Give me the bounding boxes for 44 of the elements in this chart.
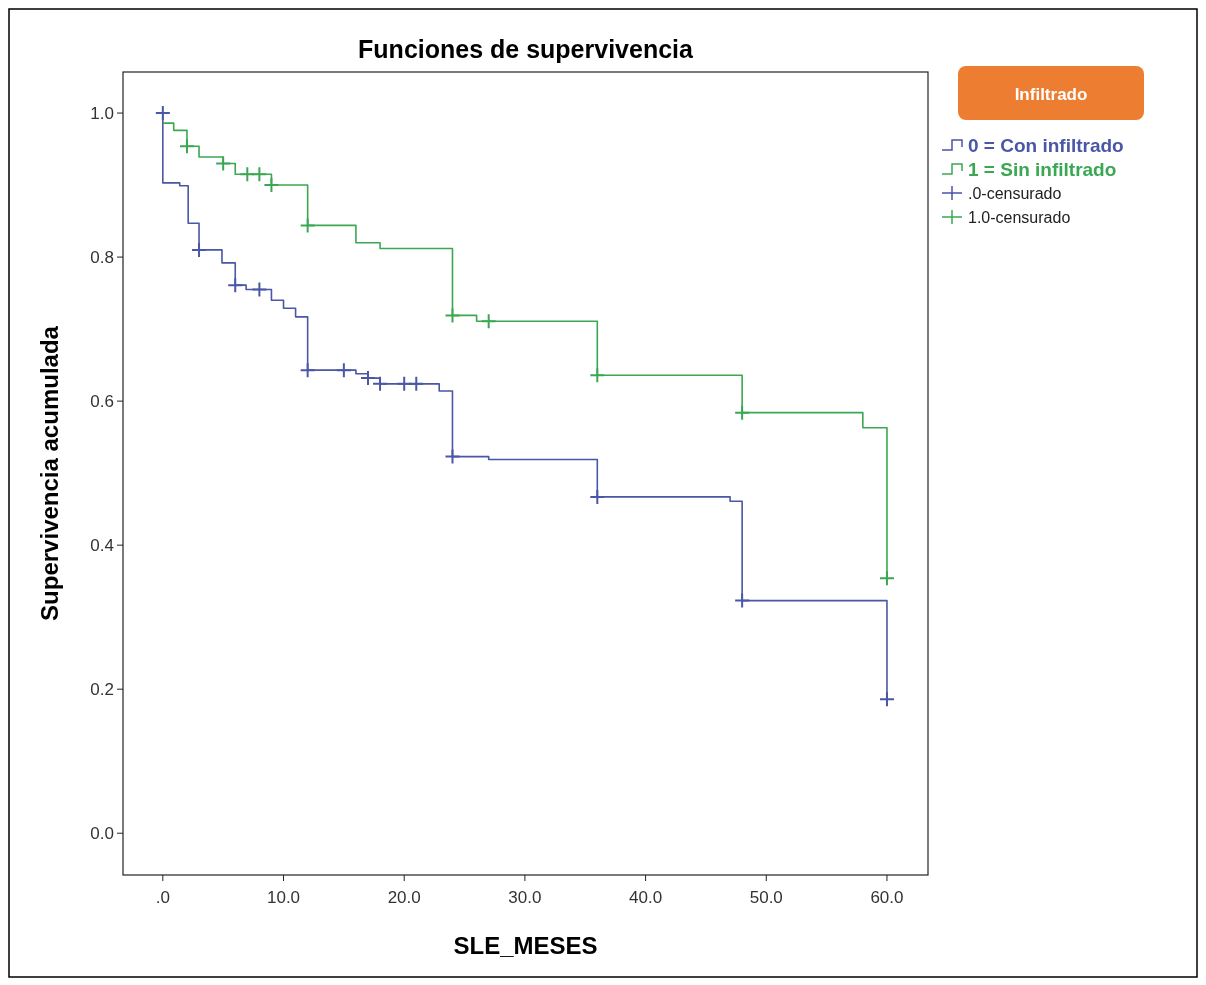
legend-label: .0-censurado: [968, 184, 1062, 202]
x-tick-label: 40.0: [629, 888, 663, 907]
chart-title: Funciones de supervivencia: [358, 35, 695, 63]
y-tick-label: 1.0: [90, 104, 114, 123]
x-tick-label: 60.0: [870, 888, 904, 907]
point: [263, 177, 280, 194]
y-axis-title: Supervivencia acumulada: [36, 325, 63, 621]
point: [299, 362, 316, 379]
x-tick-label: .0: [155, 888, 170, 907]
point: [299, 217, 316, 234]
y-tick-label: 0.2: [90, 680, 114, 700]
legend-label: 1 = Sin infiltrado: [968, 158, 1117, 180]
point: [360, 370, 376, 387]
point: [227, 277, 244, 294]
point: [335, 362, 352, 379]
point: [734, 404, 751, 421]
point: [154, 105, 171, 122]
y-tick-label: 0.0: [90, 824, 114, 844]
x-tick-label: 20.0: [387, 888, 421, 907]
point: [408, 375, 425, 392]
y-tick-label: 0.8: [90, 248, 114, 268]
point: [251, 166, 268, 183]
point: [734, 592, 751, 609]
point: [178, 138, 195, 155]
point: [372, 375, 389, 392]
point: [878, 691, 895, 708]
point: [444, 307, 461, 324]
point: [480, 313, 497, 330]
point: [191, 241, 208, 258]
legend-label: 1.0-censurado: [968, 208, 1071, 226]
point: [589, 367, 606, 384]
x-axis-title: SLE_MESES: [453, 932, 598, 959]
y-tick-label: 0.4: [90, 536, 114, 556]
point: [251, 281, 268, 298]
legend-title: Infiltrado: [1014, 84, 1088, 104]
point: [215, 155, 232, 172]
point: [444, 448, 461, 465]
x-tick-label: 10.0: [266, 888, 301, 907]
x-tick-label: 30.0: [508, 888, 542, 907]
point: [878, 570, 895, 587]
y-tick-label: 0.6: [90, 392, 114, 412]
point: [589, 488, 606, 505]
legend-label: 0 = Con infiltrado: [968, 134, 1124, 156]
x-tick-label: 50.0: [749, 888, 783, 907]
